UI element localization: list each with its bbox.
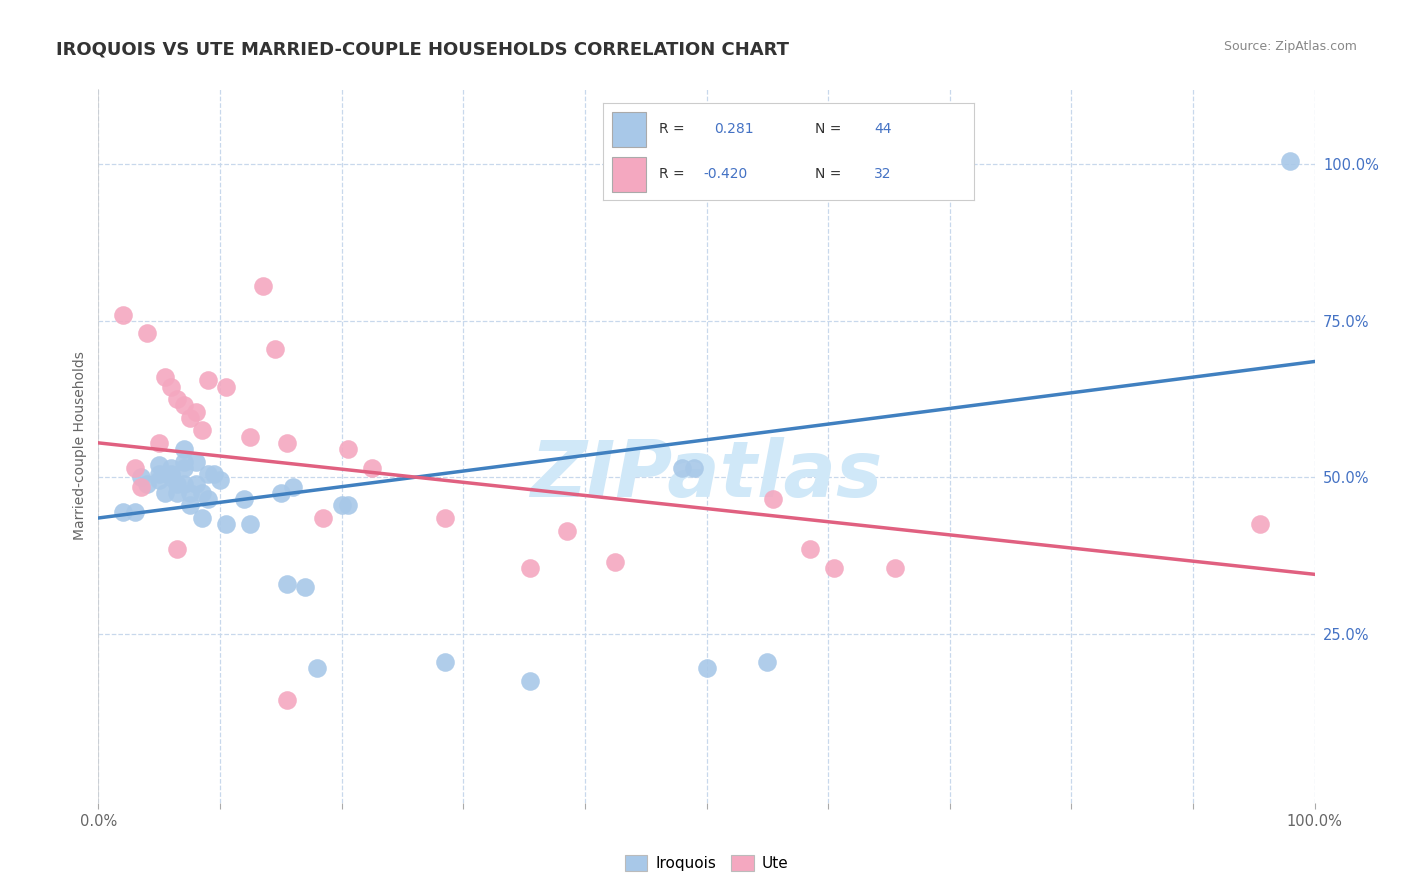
Text: IROQUOIS VS UTE MARRIED-COUPLE HOUSEHOLDS CORRELATION CHART: IROQUOIS VS UTE MARRIED-COUPLE HOUSEHOLD… [56,40,789,58]
Point [160,461,183,475]
Point [184,455,207,469]
Point [148,458,170,472]
Point [160,470,183,484]
Point [434,655,457,669]
Point [762,492,785,507]
Point [756,655,779,669]
Point [281,480,304,494]
Point [336,442,359,457]
Point [173,442,195,457]
Point [683,461,706,475]
Point [179,499,201,513]
Point [197,492,219,507]
Legend: Iroquois, Ute: Iroquois, Ute [619,849,794,877]
Point [173,461,195,475]
Point [160,467,183,482]
Point [148,435,170,450]
Point [823,561,845,575]
Point [215,517,238,532]
Point [519,561,541,575]
Point [173,455,195,469]
Point [307,661,329,675]
Point [276,692,298,706]
Point [166,486,188,500]
Point [129,480,152,494]
Point [233,492,256,507]
Point [129,470,152,484]
Point [215,379,238,393]
Point [671,461,693,475]
Point [136,326,159,341]
Point [191,423,214,437]
Point [197,467,219,482]
Point [179,486,201,500]
Point [330,499,353,513]
Point [1279,154,1302,169]
Point [155,486,177,500]
Point [173,476,195,491]
Point [312,511,335,525]
Point [276,435,298,450]
Point [519,673,541,688]
Point [294,580,316,594]
Point [160,379,183,393]
Point [239,429,262,443]
Point [191,511,214,525]
Point [696,661,718,675]
Point [184,476,207,491]
Point [276,576,298,591]
Point [361,461,384,475]
Point [166,392,188,406]
Point [1249,517,1271,532]
Point [173,398,195,412]
Point [336,499,359,513]
Point [197,373,219,387]
Point [202,467,225,482]
Text: Source: ZipAtlas.com: Source: ZipAtlas.com [1223,40,1357,54]
Point [799,542,821,557]
Point [166,476,188,491]
Point [184,404,207,418]
Point [148,474,170,488]
Point [155,370,177,384]
Y-axis label: Married-couple Households: Married-couple Households [73,351,87,541]
Point [605,555,627,569]
Point [555,524,578,538]
Point [884,561,907,575]
Point [148,467,170,482]
Point [111,308,134,322]
Point [124,461,146,475]
Point [209,474,232,488]
Point [434,511,457,525]
Point [270,486,292,500]
Point [191,486,214,500]
Point [124,505,146,519]
Point [111,505,134,519]
Point [166,542,188,557]
Point [179,410,201,425]
Text: ZIPatlas: ZIPatlas [530,436,883,513]
Point [239,517,262,532]
Point [252,279,274,293]
Point [136,476,159,491]
Point [263,342,285,356]
